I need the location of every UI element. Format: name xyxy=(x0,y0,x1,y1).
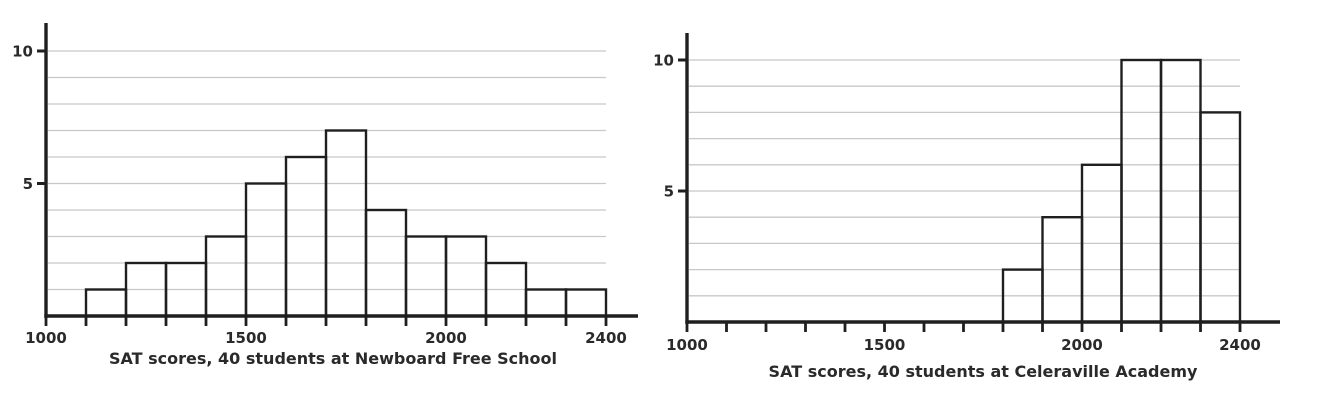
y-tick-label: 5 xyxy=(664,183,674,201)
y-tick-label: 10 xyxy=(12,43,33,61)
celeraville-histogram-plot: 1000 1500 2000 2400 5 10 xyxy=(653,33,1280,354)
celeraville-caption: SAT scores, 40 students at Celeraville A… xyxy=(768,362,1198,381)
histogram-bar xyxy=(524,288,568,318)
histogram-bar xyxy=(324,129,368,318)
x-tick-label: 2000 xyxy=(425,329,467,347)
y-tick-label: 10 xyxy=(653,52,674,70)
histogram-bar xyxy=(244,182,288,318)
x-tick-label: 1000 xyxy=(666,336,708,354)
histogram-bar xyxy=(404,235,448,318)
x-tick-label: 2400 xyxy=(585,329,627,347)
x-tick-label: 2000 xyxy=(1061,336,1103,354)
histogram-bar xyxy=(564,288,608,318)
histogram-bar xyxy=(84,288,128,318)
x-tick-label: 1500 xyxy=(225,329,267,347)
x-tick-label: 1000 xyxy=(25,329,67,347)
histogram-celeraville-academy: 1000 1500 2000 2400 5 10 SAT scores, 40 stude… xyxy=(640,0,1332,404)
histogram-bar xyxy=(444,235,488,318)
newboard-caption: SAT scores, 40 students at Newboard Free… xyxy=(108,349,558,368)
x-tick-label: 1500 xyxy=(864,336,906,354)
newboard-histogram-plot: 1000 1500 2000 2400 5 10 xyxy=(12,23,638,347)
x-tick-label: 2400 xyxy=(1219,336,1261,354)
histogram-newboard-free-school: 1000 1500 2000 2400 5 10 SAT scores, 40 stude… xyxy=(0,0,660,404)
histogram-bar xyxy=(204,235,248,318)
y-tick-label: 5 xyxy=(23,175,33,193)
